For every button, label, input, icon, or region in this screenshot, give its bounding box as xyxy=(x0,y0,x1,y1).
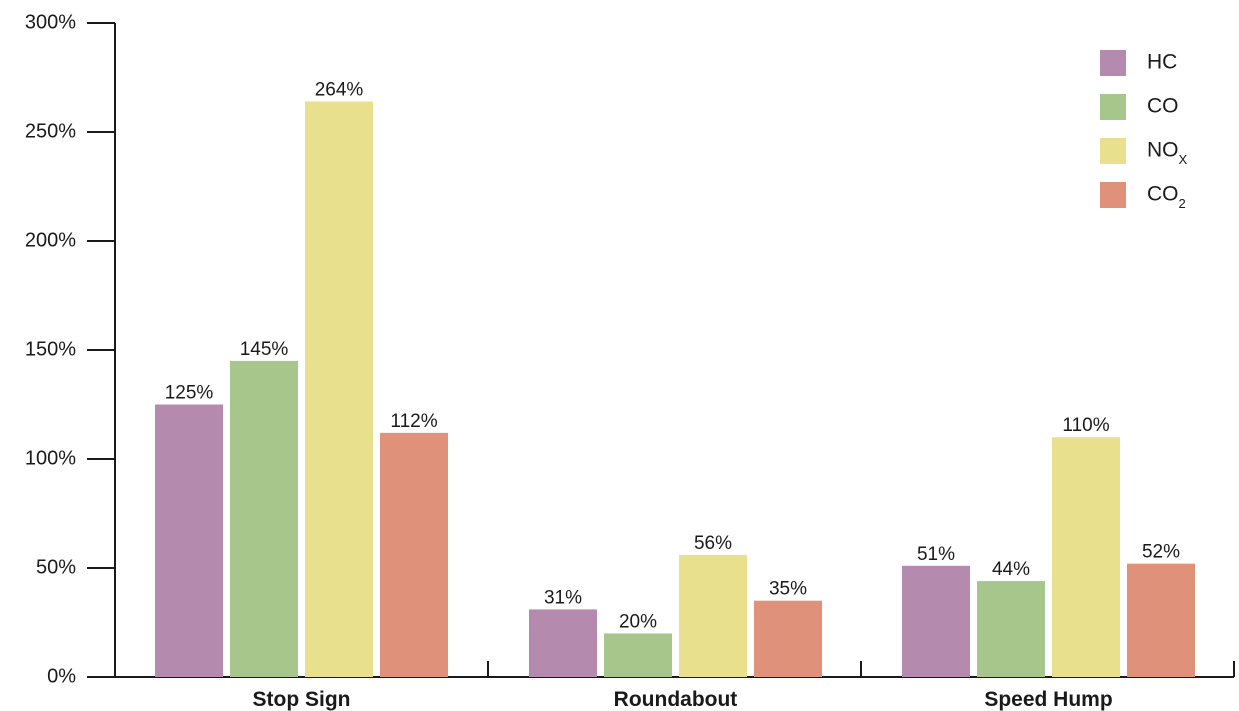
bar-value-label: 51% xyxy=(917,544,955,565)
legend-label: NOX xyxy=(1147,139,1188,168)
bar xyxy=(679,554,747,677)
legend-swatch xyxy=(1100,50,1126,76)
bar xyxy=(1127,563,1195,677)
y-tick-label: 150% xyxy=(25,338,76,360)
bar-value-label: 110% xyxy=(1062,415,1109,436)
legend-label: CO xyxy=(1147,95,1179,118)
legend-swatch xyxy=(1100,138,1126,164)
bar-value-label: 52% xyxy=(1142,542,1180,563)
bar-value-label: 31% xyxy=(544,587,582,608)
bar xyxy=(155,404,223,677)
legend-swatch xyxy=(1100,182,1126,208)
bar-value-label: 20% xyxy=(619,611,657,632)
bar xyxy=(380,432,448,677)
bar-value-label: 56% xyxy=(694,533,732,554)
bar xyxy=(902,565,970,677)
legend-label-subscript: 2 xyxy=(1179,196,1186,211)
bar xyxy=(529,609,597,677)
bars xyxy=(155,101,1195,678)
y-tick-label: 50% xyxy=(36,556,76,578)
y-tick-label: 100% xyxy=(25,447,76,469)
y-axis: 0% 50% 100% 150% 200% 250% 300% xyxy=(25,11,116,687)
data-labels: 125% 145% 264% 112% 31% 20% 56% 35% 51% 44% 110% 52… xyxy=(165,79,1180,632)
bar xyxy=(604,633,672,677)
y-tick-label: 250% xyxy=(25,120,76,142)
x-category-label: Roundabout xyxy=(614,688,738,711)
bar-value-label: 44% xyxy=(992,559,1030,580)
legend-label-subscript: X xyxy=(1179,152,1188,167)
x-category-label: Stop Sign xyxy=(253,688,351,711)
y-tick-label: 0% xyxy=(47,665,76,687)
bar-value-label: 112% xyxy=(390,411,437,432)
legend-label: CO2 xyxy=(1147,183,1186,212)
bar-value-label: 145% xyxy=(240,339,289,360)
bar-value-label: 125% xyxy=(165,383,214,404)
legend-label: HC xyxy=(1147,51,1177,74)
bar xyxy=(754,600,822,677)
bar xyxy=(230,360,298,677)
y-tick-label: 300% xyxy=(25,11,76,33)
legend-swatch xyxy=(1100,94,1126,120)
y-tick-label: 200% xyxy=(25,229,76,251)
bar xyxy=(977,581,1045,677)
bar xyxy=(1052,437,1120,677)
bar-value-label: 35% xyxy=(769,579,807,600)
legend: HC CO NOX CO2 xyxy=(1100,50,1188,211)
x-category-label: Speed Hump xyxy=(984,688,1112,711)
bar xyxy=(305,101,373,678)
bar-value-label: 264% xyxy=(315,79,364,100)
